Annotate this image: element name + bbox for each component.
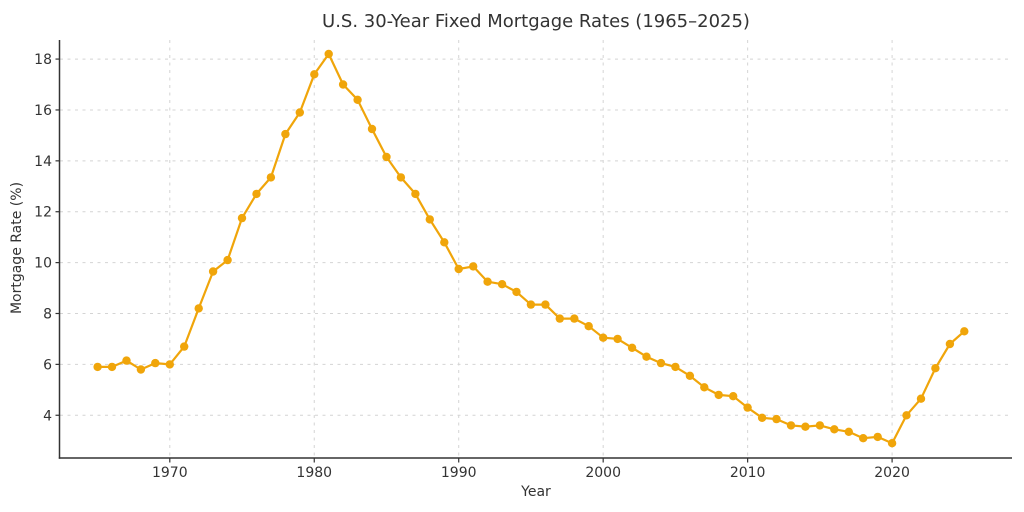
data-point-marker — [310, 70, 319, 79]
data-point-marker — [180, 342, 189, 351]
data-point-marker — [859, 434, 868, 443]
chart-title: U.S. 30-Year Fixed Mortgage Rates (1965–… — [322, 11, 750, 32]
data-point-marker — [367, 124, 377, 134]
data-point-marker — [613, 334, 622, 344]
data-point-marker — [223, 255, 232, 265]
data-point-marker — [338, 80, 348, 89]
data-point-marker — [599, 333, 608, 342]
data-point-marker — [772, 414, 781, 424]
data-point-marker — [440, 238, 449, 247]
data-point-marker — [700, 383, 709, 392]
data-point-marker — [469, 262, 478, 271]
data-point-marker — [844, 427, 853, 436]
data-point-marker — [454, 264, 463, 274]
data-point-marker — [656, 358, 666, 368]
data-point-marker — [786, 421, 796, 430]
data-point-marker — [555, 314, 564, 323]
data-point-marker — [931, 364, 940, 373]
data-point-marker — [757, 413, 767, 422]
data-point-marker — [902, 411, 911, 420]
y-tick-label: 18 — [34, 52, 52, 68]
data-point-marker — [729, 392, 738, 401]
y-tick-label: 16 — [34, 103, 52, 119]
data-point-marker — [425, 215, 434, 224]
data-point-marker — [324, 49, 333, 59]
data-point-marker — [743, 403, 752, 412]
data-point-marker — [165, 360, 174, 369]
data-point-marker — [801, 422, 810, 431]
y-tick-label: 4 — [43, 408, 52, 424]
data-point-marker — [960, 327, 969, 336]
grid-layer — [60, 40, 1012, 458]
y-tick-label: 6 — [43, 357, 52, 373]
data-point-marker — [526, 300, 536, 309]
x-tick-label: 2010 — [730, 465, 766, 481]
data-point-marker — [541, 300, 550, 309]
data-point-marker — [714, 390, 723, 400]
data-point-marker — [237, 213, 247, 223]
x-tick-label: 2000 — [585, 465, 621, 481]
series-layer — [93, 49, 969, 448]
data-point-marker — [512, 287, 521, 297]
x-tick-label: 2020 — [874, 465, 910, 481]
data-point-marker — [873, 432, 882, 442]
data-point-marker — [208, 267, 218, 276]
data-point-marker — [887, 439, 897, 448]
x-tick-label: 1980 — [296, 465, 332, 481]
data-point-marker — [281, 129, 290, 139]
data-point-marker — [916, 394, 926, 403]
data-point-marker — [194, 304, 203, 313]
x-tick-label: 1990 — [441, 465, 477, 481]
data-point-marker — [685, 371, 695, 380]
data-point-marker — [815, 421, 825, 430]
x-axis-label: Year — [520, 484, 551, 500]
x-tick-label: 1970 — [152, 465, 188, 481]
y-tick-label: 10 — [34, 256, 52, 272]
data-point-marker — [830, 425, 839, 434]
rate-line — [96, 52, 966, 445]
y-axis-label: Mortgage Rate (%) — [9, 182, 25, 314]
y-tick-label: 8 — [43, 306, 52, 322]
data-point-marker — [151, 358, 160, 368]
data-point-marker — [93, 362, 102, 372]
data-point-marker — [252, 189, 261, 199]
data-point-marker — [295, 108, 304, 117]
data-point-marker — [353, 95, 362, 105]
data-point-marker — [671, 362, 680, 372]
data-point-marker — [642, 352, 651, 361]
data-point-marker — [497, 280, 507, 289]
data-point-marker — [570, 314, 579, 323]
data-point-marker — [945, 339, 955, 349]
data-point-marker — [584, 322, 593, 331]
data-point-marker — [136, 365, 146, 374]
data-point-marker — [411, 189, 420, 199]
y-tick-label: 12 — [34, 205, 52, 221]
data-point-marker — [627, 343, 637, 352]
data-point-marker — [396, 173, 406, 182]
data-point-marker — [483, 277, 492, 286]
data-point-marker — [107, 362, 117, 372]
data-point-marker — [266, 173, 276, 182]
data-point-marker — [122, 356, 131, 365]
axes-layer: 1970 1980 1990 2000 2010 2020 4 6 8 10 12 14 16 18 — [34, 40, 1012, 481]
y-tick-label: 14 — [34, 154, 52, 170]
data-point-marker — [382, 152, 391, 162]
